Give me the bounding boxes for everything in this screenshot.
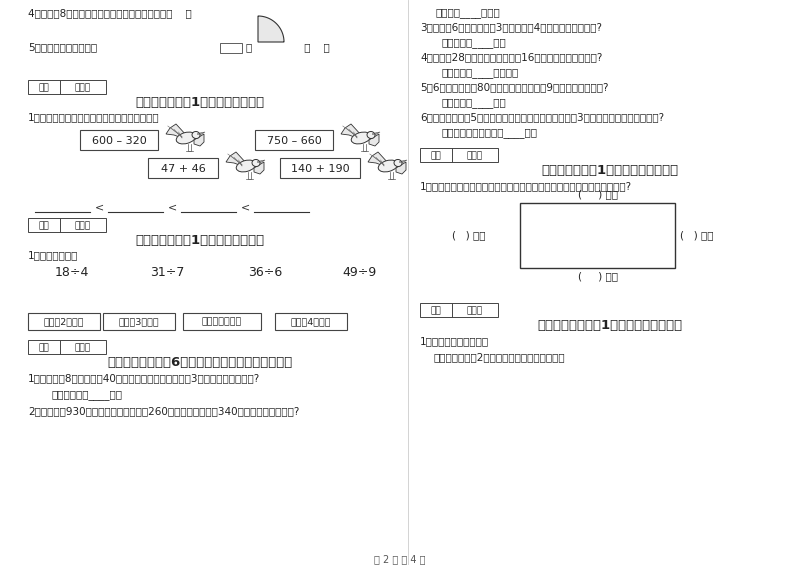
- Bar: [80, 130, 158, 150]
- Bar: [28, 218, 106, 232]
- Text: 余数是4的算式: 余数是4的算式: [290, 318, 331, 327]
- Text: 余数是2的算式: 余数是2的算式: [44, 318, 84, 327]
- Polygon shape: [258, 16, 284, 42]
- Text: (     ) 厘米: ( ) 厘米: [578, 271, 618, 281]
- Text: 6．二年级一班有5个红皮球，黄皮球的个数是红皮球的3倍，黄皮球比红皮球多几个?: 6．二年级一班有5个红皮球，黄皮球的个数是红皮球的3倍，黄皮球比红皮球多几个?: [420, 112, 664, 122]
- Text: 。                （    ）: 。 （ ）: [246, 42, 330, 52]
- Bar: [148, 158, 218, 178]
- Polygon shape: [375, 132, 380, 135]
- Text: <: <: [168, 202, 178, 212]
- Text: 3．小明有6套画片，每夹3张，又买来4张，问现在有多少张?: 3．小明有6套画片，每夹3张，又买来4张，问现在有多少张?: [420, 22, 602, 32]
- Text: 750 – 660: 750 – 660: [266, 136, 322, 146]
- Text: 31÷7: 31÷7: [150, 266, 184, 279]
- Text: 七、连一连（共1大题，共计５分）: 七、连一连（共1大题，共计５分）: [135, 234, 265, 247]
- Text: 第 2 页 共 4 页: 第 2 页 共 4 页: [374, 554, 426, 564]
- Text: 1．用直尺量一量右下图中的长方形各条边的长度，说说四条边有什么规律?: 1．用直尺量一量右下图中的长方形各条边的长度，说说四条边有什么规律?: [420, 181, 632, 191]
- Bar: [183, 313, 261, 330]
- Ellipse shape: [351, 132, 370, 144]
- Polygon shape: [200, 132, 205, 135]
- Text: 评卷人: 评卷人: [467, 306, 483, 315]
- Text: 4．小青有28张画片，组片比画片16张，小青有多少张组片?: 4．小青有28张画片，组片比画片16张，小青有多少张组片?: [420, 52, 602, 62]
- Text: <: <: [95, 202, 104, 212]
- Ellipse shape: [394, 159, 402, 167]
- Text: 评卷人: 评卷人: [75, 83, 91, 92]
- Text: 49÷9: 49÷9: [342, 266, 376, 279]
- Ellipse shape: [176, 132, 196, 144]
- Text: 2．粮店运进930千克大米，第一天卖了260千克，第二天卖了340千克，还剩多少千克?: 2．粮店运进930千克大米，第一天卖了260千克，第二天卖了340千克，还剩多少…: [28, 406, 299, 416]
- Polygon shape: [260, 160, 265, 163]
- Text: 十一、附加题（共1大题，共计１０分）: 十一、附加题（共1大题，共计１０分）: [538, 319, 682, 332]
- Text: 余数是3的算式: 余数是3的算式: [118, 318, 159, 327]
- Text: 47 + 46: 47 + 46: [161, 163, 206, 173]
- Ellipse shape: [399, 161, 401, 163]
- Bar: [255, 130, 333, 150]
- Polygon shape: [341, 124, 362, 138]
- Polygon shape: [402, 160, 407, 163]
- Bar: [103, 313, 175, 330]
- Text: 答：小青有____张组片。: 答：小青有____张组片。: [442, 68, 519, 78]
- Text: 5．右图中一共有三个角: 5．右图中一共有三个角: [28, 42, 97, 52]
- Text: 八、解决问题（共6小题，每题３分，共计１８分）: 八、解决问题（共6小题，每题３分，共计１８分）: [107, 356, 293, 369]
- Text: (   ) 厘米: ( ) 厘米: [680, 231, 714, 241]
- Text: 36÷6: 36÷6: [248, 266, 282, 279]
- Text: 得分: 得分: [38, 221, 50, 230]
- Text: 600 – 320: 600 – 320: [92, 136, 146, 146]
- Bar: [420, 303, 498, 317]
- Text: 十、综合题（共1大题，共计１０分）: 十、综合题（共1大题，共计１０分）: [542, 164, 678, 177]
- Text: 18÷4: 18÷4: [55, 266, 90, 279]
- Bar: [28, 80, 106, 94]
- Bar: [28, 313, 100, 330]
- Polygon shape: [369, 134, 379, 146]
- Text: 1．观察分析，我统计。: 1．观察分析，我统计。: [420, 336, 489, 346]
- Ellipse shape: [367, 132, 375, 138]
- Text: 答：一个皮球____元。: 答：一个皮球____元。: [52, 390, 123, 400]
- Text: 得分: 得分: [430, 151, 442, 160]
- Text: 答：还要折____只。: 答：还要折____只。: [442, 98, 506, 108]
- Text: 评卷人: 评卷人: [75, 343, 91, 352]
- Text: 140 + 190: 140 + 190: [290, 163, 350, 173]
- Text: 1．把下列算式按得数大小，从小到大排一行。: 1．把下列算式按得数大小，从小到大排一行。: [28, 112, 160, 122]
- Text: (   ) 厘米: ( ) 厘米: [452, 231, 486, 241]
- Polygon shape: [254, 162, 264, 174]
- Ellipse shape: [192, 132, 200, 138]
- Ellipse shape: [236, 160, 256, 172]
- Text: 评卷人: 评卷人: [467, 151, 483, 160]
- Text: 得分: 得分: [430, 306, 442, 315]
- Text: 答：还剩____千克。: 答：还剩____千克。: [435, 8, 500, 18]
- Text: 5．6个小朋友要把80只纸鹤，每人已折了9只，还要折多少只?: 5．6个小朋友要把80只纸鹤，每人已折了9只，还要折多少只?: [420, 82, 609, 92]
- Ellipse shape: [372, 133, 374, 134]
- Ellipse shape: [378, 160, 398, 172]
- Text: 1．王老师劘8条跳绳用了40元，一个皮球比一条跳绳贵3元，一个皮球多少元?: 1．王老师劘8条跳绳用了40元，一个皮球比一条跳绳贵3元，一个皮球多少元?: [28, 373, 260, 383]
- Polygon shape: [194, 134, 204, 146]
- Polygon shape: [368, 152, 389, 166]
- Bar: [28, 340, 106, 354]
- Text: 评卷人: 评卷人: [75, 221, 91, 230]
- Polygon shape: [226, 152, 247, 166]
- Text: (     ) 厘米: ( ) 厘米: [578, 189, 618, 199]
- Polygon shape: [396, 162, 406, 174]
- Ellipse shape: [252, 159, 260, 167]
- Text: 4．针面上8时整，时针和分针所成的角是锐角。（    ）: 4．针面上8时整，时针和分针所成的角是锐角。（ ）: [28, 8, 192, 18]
- Text: 下面是希望小学2年级一班女生身高统计情况。: 下面是希望小学2年级一班女生身高统计情况。: [434, 352, 566, 362]
- Text: 答：现在有____张。: 答：现在有____张。: [442, 38, 506, 48]
- Bar: [280, 158, 360, 178]
- Polygon shape: [166, 124, 187, 138]
- Text: 答：黄皮球比红皮球多____个。: 答：黄皮球比红皮球多____个。: [442, 128, 538, 138]
- Text: 得分: 得分: [38, 83, 50, 92]
- Bar: [520, 203, 675, 268]
- Bar: [420, 148, 498, 162]
- Text: 得分: 得分: [38, 343, 50, 352]
- Text: <: <: [241, 202, 250, 212]
- Bar: [220, 43, 242, 53]
- Text: 六、比一比（共1大题，共计５分）: 六、比一比（共1大题，共计５分）: [135, 96, 265, 109]
- Text: 1．用线连一连。: 1．用线连一连。: [28, 250, 78, 260]
- Text: 没有余数的算式: 没有余数的算式: [202, 318, 242, 327]
- Bar: [275, 313, 347, 330]
